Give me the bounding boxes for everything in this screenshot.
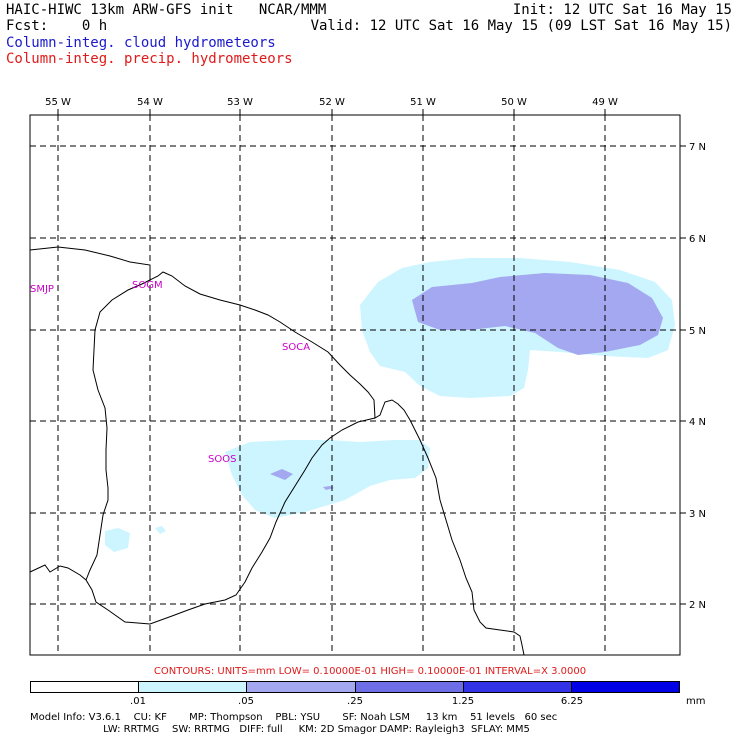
colorbar-bin [31, 682, 139, 692]
colorbar-unit: mm [686, 696, 706, 707]
plot-frame [29, 114, 681, 656]
colorbar-label: .25 [347, 696, 363, 707]
map-panel: 55 W 54 W 53 W 52 W 51 W 50 W 49 W 7 N 6… [29, 97, 706, 656]
field-precip-label: Column-integ. precip. hydrometeors [6, 51, 293, 67]
lon-label: 53 W [227, 97, 253, 108]
lat-label: 5 N [689, 326, 706, 337]
colorbar-label: 6.25 [560, 696, 584, 707]
lon-label: 52 W [319, 97, 345, 108]
colorbar-bin [462, 682, 571, 692]
lon-label: 54 W [137, 97, 163, 108]
model-info-line2: LW: RRTMG SW: RRTMG DIFF: full KM: 2D Sm… [30, 724, 530, 735]
colorbar [30, 681, 680, 693]
station-smjp: SMJP [30, 284, 54, 295]
contours-info: CONTOURS: UNITS=mm LOW= 0.10000E-01 HIGH… [153, 666, 587, 677]
colorbar-bin [138, 682, 247, 692]
colorbar-label: .01 [130, 696, 146, 707]
longitude-labels: 55 W 54 W 53 W 52 W 51 W 50 W 49 W [45, 97, 618, 108]
lat-label: 7 N [689, 142, 706, 153]
coastline [29, 246, 525, 656]
lon-label: 55 W [45, 97, 71, 108]
field-cloud-label: Column-integ. cloud hydrometeors [6, 35, 276, 51]
valid-time: Valid: 12 UTC Sat 16 May 15 (09 LST Sat … [310, 18, 732, 34]
lon-label: 49 W [592, 97, 618, 108]
model-title: HAIC-HIWC 13km ARW-GFS init NCAR/MMM [6, 2, 327, 18]
lat-label: 3 N [689, 509, 706, 520]
station-sogm: SOGM [132, 280, 163, 291]
lat-label: 6 N [689, 234, 706, 245]
lat-label: 2 N [689, 600, 706, 611]
station-soos: SOOS [208, 454, 236, 465]
station-soca: SOCA [282, 342, 310, 353]
forecast-hour: Fcst: 0 h [6, 18, 108, 34]
lon-label: 50 W [501, 97, 527, 108]
colorbar-label: 1.25 [451, 696, 475, 707]
cloud-medium-fill [270, 273, 663, 490]
axis-ticks [57, 109, 686, 605]
colorbar-bin [246, 682, 355, 692]
graticule [30, 115, 680, 655]
lat-label: 4 N [689, 417, 706, 428]
colorbar-bin [354, 682, 463, 692]
colorbar-label: .05 [238, 696, 254, 707]
station-labels: SMJP SOGM SOCA SOOS [30, 280, 310, 465]
model-info-line1: Model Info: V3.6.1 CU: KF MP: Thompson P… [30, 712, 558, 723]
lon-label: 51 W [410, 97, 436, 108]
latitude-labels: 7 N 6 N 5 N 4 N 3 N 2 N [689, 142, 706, 611]
colorbar-bin [570, 682, 680, 692]
init-time: Init: 12 UTC Sat 16 May 15 [512, 2, 732, 18]
